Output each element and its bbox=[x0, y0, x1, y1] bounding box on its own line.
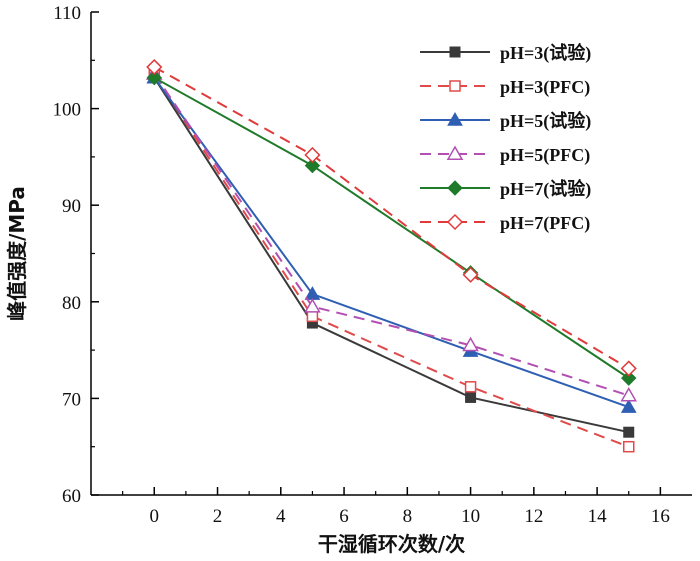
legend-marker bbox=[446, 213, 464, 231]
legend-marker bbox=[449, 80, 461, 92]
y-axis-title: 峰值强度/MPa bbox=[5, 186, 29, 321]
series-line bbox=[153, 77, 629, 434]
legend-item: pH=3(试验) bbox=[420, 42, 591, 64]
x-tick-label: 10 bbox=[461, 506, 480, 527]
x-tick-label: 12 bbox=[524, 506, 543, 527]
data-point bbox=[622, 440, 635, 453]
data-point bbox=[623, 426, 635, 438]
data-point bbox=[621, 370, 637, 386]
data-point bbox=[462, 266, 479, 283]
legend-label: pH=5(试验) bbox=[500, 110, 591, 132]
y-tick-label: 60 bbox=[62, 486, 81, 507]
y-tick-label: 70 bbox=[62, 389, 81, 410]
legend-item: pH=7(PFC) bbox=[420, 213, 590, 234]
legend-marker bbox=[447, 111, 463, 126]
data-point bbox=[462, 336, 479, 352]
data-point bbox=[146, 59, 163, 76]
legend-item: pH=3(PFC) bbox=[420, 77, 590, 98]
data-point bbox=[304, 157, 321, 174]
legend-marker bbox=[449, 46, 461, 58]
x-tick-label: 14 bbox=[588, 506, 608, 527]
data-point bbox=[620, 360, 637, 377]
x-tick-label: 6 bbox=[339, 506, 349, 527]
data-point bbox=[620, 386, 638, 402]
data-point bbox=[146, 69, 162, 86]
data-point bbox=[306, 310, 319, 323]
legend-label: pH=5(PFC) bbox=[500, 145, 590, 166]
legend-label: pH=7(PFC) bbox=[500, 213, 590, 234]
x-tick-label: 2 bbox=[213, 506, 223, 527]
series-line bbox=[153, 66, 630, 370]
series-line bbox=[153, 73, 630, 397]
series-line bbox=[153, 77, 630, 409]
y-tick-label: 110 bbox=[53, 3, 81, 24]
data-point bbox=[620, 399, 637, 413]
legend-label: pH=3(PFC) bbox=[500, 77, 590, 98]
legend-label: pH=7(试验) bbox=[500, 178, 591, 200]
y-tick-label: 90 bbox=[62, 196, 81, 217]
y-tick-label: 100 bbox=[53, 100, 82, 121]
x-tick-label: 4 bbox=[276, 506, 286, 527]
x-tick-label: 0 bbox=[150, 506, 160, 527]
legend-label: pH=3(试验) bbox=[500, 42, 591, 64]
data-point bbox=[465, 391, 477, 403]
data-point bbox=[304, 298, 321, 313]
data-point bbox=[464, 381, 477, 393]
legend-marker bbox=[447, 180, 463, 196]
legend-item: pH=5(试验) bbox=[420, 110, 591, 132]
y-tick-label: 80 bbox=[62, 293, 81, 314]
series-line bbox=[153, 74, 630, 448]
legend-marker bbox=[446, 145, 464, 160]
series-6 bbox=[146, 59, 637, 377]
x-axis-title: 干湿循环次数/次 bbox=[318, 532, 465, 556]
x-tick-label: 16 bbox=[651, 506, 670, 527]
legend-item: pH=5(PFC) bbox=[420, 145, 590, 166]
legend-item: pH=7(试验) bbox=[420, 178, 591, 200]
data-point bbox=[304, 146, 321, 164]
x-tick-label: 8 bbox=[403, 506, 413, 527]
series-line bbox=[153, 76, 630, 379]
